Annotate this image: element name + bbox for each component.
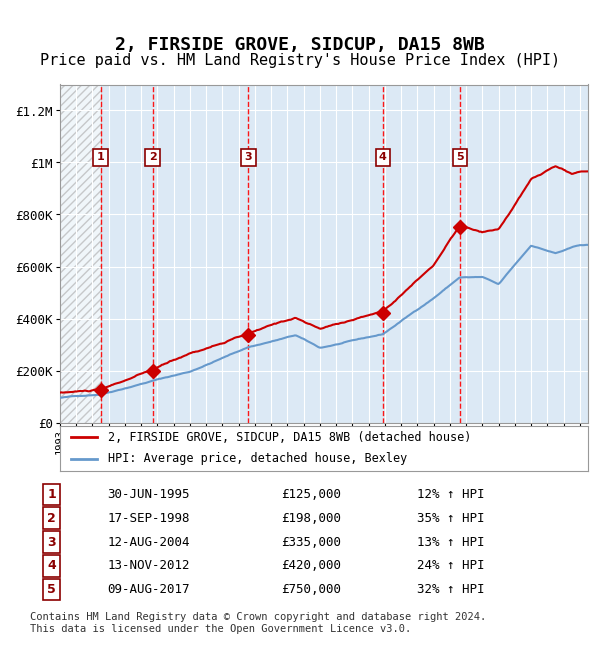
Text: 09-AUG-2017: 09-AUG-2017: [107, 583, 190, 596]
Text: 30-JUN-1995: 30-JUN-1995: [107, 488, 190, 501]
Text: £335,000: £335,000: [281, 536, 341, 549]
Text: 3: 3: [47, 536, 56, 549]
Text: 2: 2: [47, 512, 56, 525]
Text: 17-SEP-1998: 17-SEP-1998: [107, 512, 190, 525]
Text: 4: 4: [379, 152, 387, 162]
Text: £198,000: £198,000: [281, 512, 341, 525]
Text: 24% ↑ HPI: 24% ↑ HPI: [418, 559, 485, 572]
Text: 3: 3: [245, 152, 252, 162]
Text: HPI: Average price, detached house, Bexley: HPI: Average price, detached house, Bexl…: [107, 452, 407, 465]
Text: 2: 2: [149, 152, 157, 162]
Text: 13% ↑ HPI: 13% ↑ HPI: [418, 536, 485, 549]
Text: Contains HM Land Registry data © Crown copyright and database right 2024.
This d: Contains HM Land Registry data © Crown c…: [30, 612, 486, 634]
Text: 32% ↑ HPI: 32% ↑ HPI: [418, 583, 485, 596]
Text: £125,000: £125,000: [281, 488, 341, 501]
Text: 12% ↑ HPI: 12% ↑ HPI: [418, 488, 485, 501]
Text: 35% ↑ HPI: 35% ↑ HPI: [418, 512, 485, 525]
Text: £420,000: £420,000: [281, 559, 341, 572]
Text: 2, FIRSIDE GROVE, SIDCUP, DA15 8WB: 2, FIRSIDE GROVE, SIDCUP, DA15 8WB: [115, 36, 485, 54]
Text: Price paid vs. HM Land Registry's House Price Index (HPI): Price paid vs. HM Land Registry's House …: [40, 53, 560, 68]
Text: 2, FIRSIDE GROVE, SIDCUP, DA15 8WB (detached house): 2, FIRSIDE GROVE, SIDCUP, DA15 8WB (deta…: [107, 430, 471, 443]
Text: 4: 4: [47, 559, 56, 572]
Text: 13-NOV-2012: 13-NOV-2012: [107, 559, 190, 572]
Text: 1: 1: [97, 152, 104, 162]
Text: 5: 5: [456, 152, 463, 162]
Text: 12-AUG-2004: 12-AUG-2004: [107, 536, 190, 549]
Bar: [60, 84, 101, 422]
Text: 1: 1: [47, 488, 56, 501]
Text: £750,000: £750,000: [281, 583, 341, 596]
Text: 5: 5: [47, 583, 56, 596]
